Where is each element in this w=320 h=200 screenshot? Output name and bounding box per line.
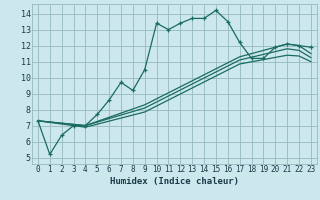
X-axis label: Humidex (Indice chaleur): Humidex (Indice chaleur) bbox=[110, 177, 239, 186]
